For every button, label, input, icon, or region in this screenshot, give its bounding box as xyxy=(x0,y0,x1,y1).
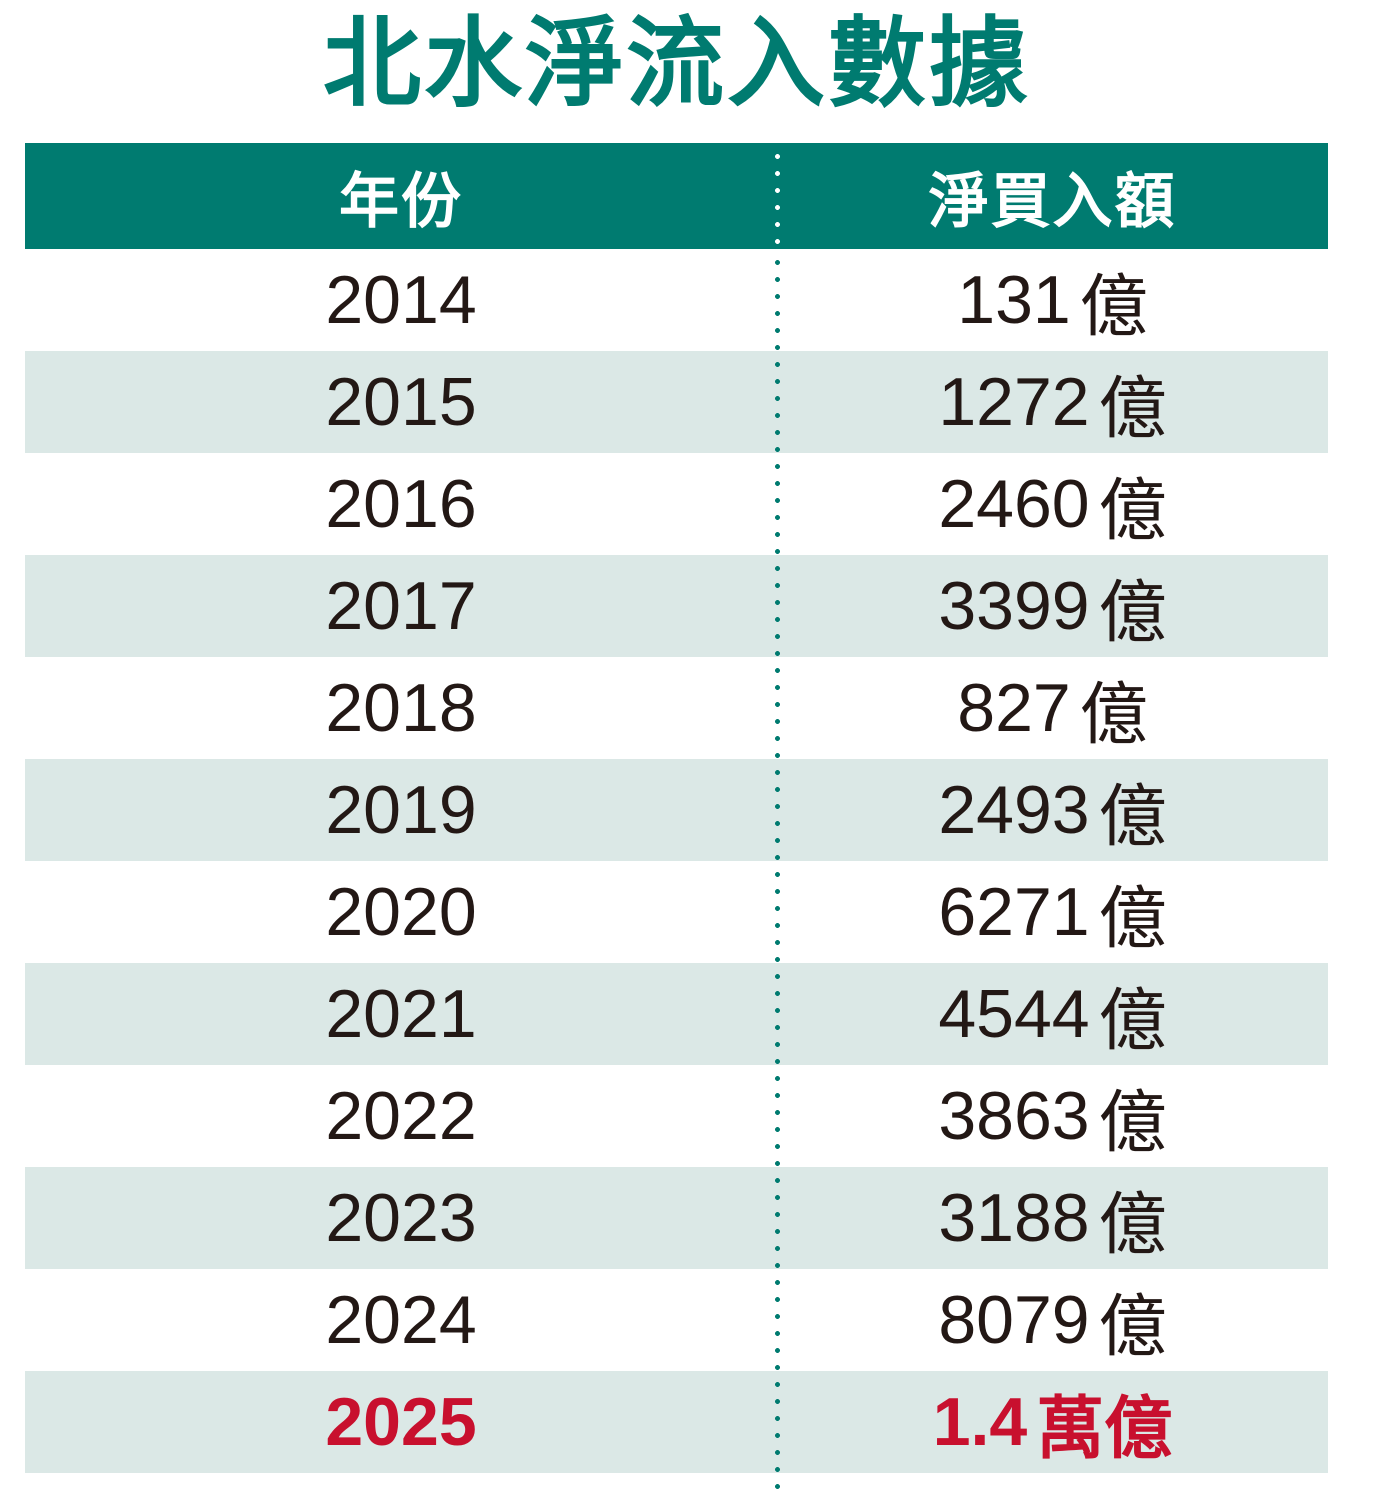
year-cell: 2018 xyxy=(25,657,777,759)
table-row: 2014 131 億 xyxy=(25,249,1328,351)
table-row: 2015 1272 億 xyxy=(25,351,1328,453)
amount-cell: 1272 億 xyxy=(777,351,1328,453)
amount-value: 3188 xyxy=(938,1180,1090,1256)
year-cell: 2020 xyxy=(25,861,777,963)
table-row: 2024 8079 億 xyxy=(25,1269,1328,1371)
year-cell: 2021 xyxy=(25,963,777,1065)
table-row: 2021 4544 億 xyxy=(25,963,1328,1065)
amount-unit: 萬億 xyxy=(1036,1390,1173,1467)
amount-cell: 2493 億 xyxy=(777,759,1328,861)
table-row: 2016 2460 億 xyxy=(25,453,1328,555)
amount-value: 2493 xyxy=(938,772,1090,848)
table-header: 年份 淨買入額 xyxy=(25,143,1328,249)
amount-cell: 827 億 xyxy=(777,657,1328,759)
year-value: 2015 xyxy=(325,364,477,440)
year-value: 2016 xyxy=(325,466,477,542)
header-year-label: 年份 xyxy=(339,167,463,235)
table-row: 2017 3399 億 xyxy=(25,555,1328,657)
amount-value: 1272 xyxy=(938,364,1090,440)
year-value: 2018 xyxy=(325,670,477,746)
year-cell: 2019 xyxy=(25,759,777,861)
year-cell: 2024 xyxy=(25,1269,777,1371)
amount-value: 2460 xyxy=(938,466,1090,542)
year-cell: 2014 xyxy=(25,249,777,351)
table-row: 2022 3863 億 xyxy=(25,1065,1328,1167)
amount-cell: 3188 億 xyxy=(777,1167,1328,1269)
amount-unit: 億 xyxy=(1098,472,1167,549)
data-table: 年份 淨買入額 2014 131 億 2015 1272 億 2016 2460 xyxy=(25,143,1328,1499)
table-body: 2014 131 億 2015 1272 億 2016 2460 億 2017 … xyxy=(25,249,1328,1499)
amount-unit: 億 xyxy=(1098,1288,1167,1365)
amount-value: 3399 xyxy=(938,568,1090,644)
table-row: 2025 1.4 萬億 xyxy=(25,1371,1328,1473)
amount-value: 3863 xyxy=(938,1078,1090,1154)
header-amount: 淨買入額 xyxy=(777,143,1328,249)
year-value: 2017 xyxy=(325,568,477,644)
amount-value: 827 xyxy=(957,670,1071,746)
year-value: 2022 xyxy=(325,1078,477,1154)
amount-cell: 1.4 萬億 xyxy=(777,1371,1328,1473)
amount-cell: 2460 億 xyxy=(777,453,1328,555)
page-title: 北水淨流入數據 xyxy=(322,8,1030,118)
table-row: 2023 3188 億 xyxy=(25,1167,1328,1269)
amount-cell: 4544 億 xyxy=(777,963,1328,1065)
amount-value: 1.4 xyxy=(932,1384,1028,1460)
amount-unit: 億 xyxy=(1098,778,1167,855)
year-cell: 2022 xyxy=(25,1065,777,1167)
amount-cell: 8079 億 xyxy=(777,1269,1328,1371)
amount-unit: 億 xyxy=(1079,268,1148,345)
amount-unit: 億 xyxy=(1098,574,1167,651)
year-value: 2021 xyxy=(325,976,477,1052)
year-cell: 2025 xyxy=(25,1371,777,1473)
table-row: 2020 6271 億 xyxy=(25,861,1328,963)
amount-unit: 億 xyxy=(1098,370,1167,447)
amount-cell: 6271 億 xyxy=(777,861,1328,963)
year-cell: 2015 xyxy=(25,351,777,453)
header-year: 年份 xyxy=(25,143,777,249)
table-row: 2018 827 億 xyxy=(25,657,1328,759)
amount-unit: 億 xyxy=(1098,982,1167,1059)
amount-value: 6271 xyxy=(938,874,1090,950)
table-row: 2019 2493 億 xyxy=(25,759,1328,861)
year-cell: 2017 xyxy=(25,555,777,657)
year-value: 2019 xyxy=(325,772,477,848)
year-value: 2014 xyxy=(325,262,477,338)
amount-cell: 3399 億 xyxy=(777,555,1328,657)
amount-unit: 億 xyxy=(1098,1084,1167,1161)
amount-unit: 億 xyxy=(1098,880,1167,957)
amount-value: 8079 xyxy=(938,1282,1090,1358)
year-value: 2024 xyxy=(325,1282,477,1358)
amount-cell: 131 億 xyxy=(777,249,1328,351)
year-cell: 2023 xyxy=(25,1167,777,1269)
year-value: 2025 xyxy=(325,1384,477,1460)
amount-cell: 3863 億 xyxy=(777,1065,1328,1167)
year-value: 2020 xyxy=(325,874,477,950)
year-cell: 2016 xyxy=(25,453,777,555)
amount-unit: 億 xyxy=(1079,676,1148,753)
header-amount-label: 淨買入額 xyxy=(928,167,1177,235)
year-value: 2023 xyxy=(325,1180,477,1256)
amount-unit: 億 xyxy=(1098,1186,1167,1263)
amount-value: 4544 xyxy=(938,976,1090,1052)
amount-value: 131 xyxy=(957,262,1071,338)
